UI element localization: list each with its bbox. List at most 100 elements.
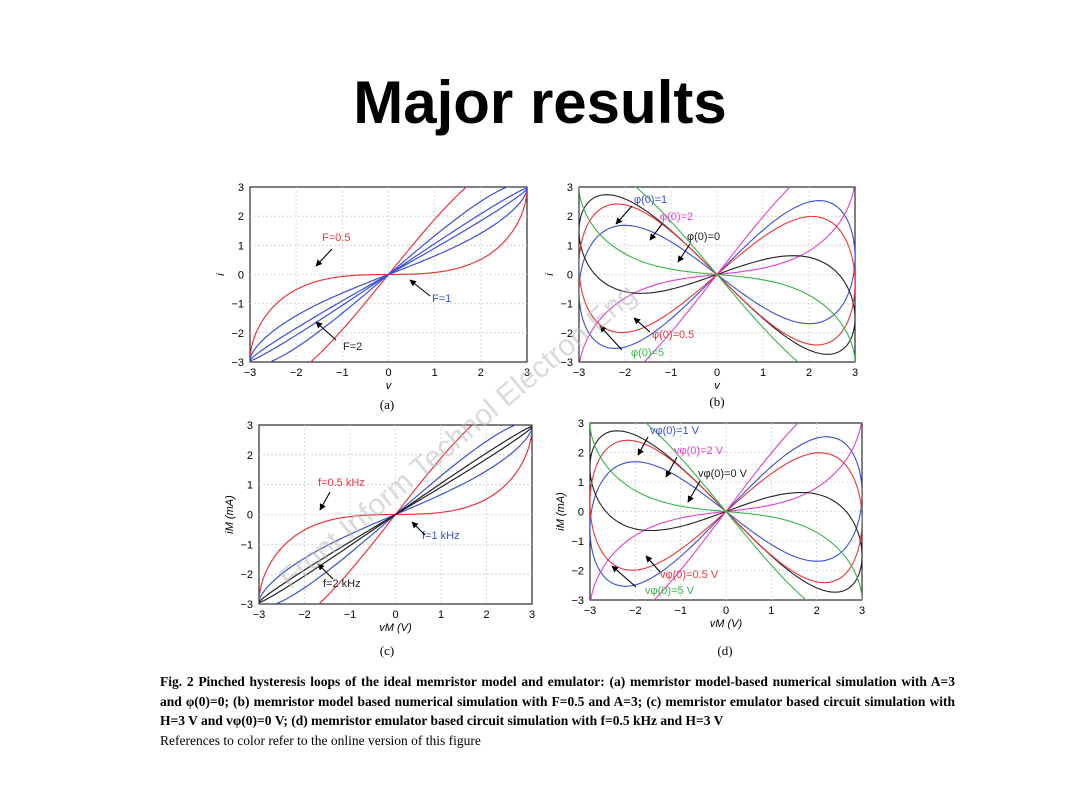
annotation-arrow — [611, 565, 637, 588]
panel-label: (b) — [709, 394, 724, 409]
series-annotation: F=1 — [432, 293, 451, 305]
panel-label: (c) — [380, 643, 394, 658]
x-tick-label: −1 — [665, 367, 678, 379]
panel-label: (d) — [717, 643, 732, 658]
x-tick-label: −2 — [290, 367, 303, 379]
y-axis-label: i — [544, 273, 556, 276]
x-tick-label: 2 — [814, 605, 820, 617]
annotation-arrow — [645, 555, 661, 573]
annotation-arrow — [599, 325, 623, 351]
y-axis-label: iM (mA) — [224, 495, 236, 534]
panel-label: (a) — [380, 397, 394, 412]
series-annotation: vφ(0)=0 V — [698, 468, 748, 480]
x-tick-label: 0 — [385, 367, 391, 379]
y-tick-label: 1 — [578, 477, 584, 489]
x-tick-label: −2 — [298, 609, 311, 621]
y-tick-label: 0 — [578, 507, 584, 519]
chart-panel: −3 −2 −1 0 1 2 3 −3 −2 −1 0 1 2 3 vM (V) iM (mA) (c) f=0.… — [224, 420, 535, 658]
series-annotation: vφ(0)=1 V — [650, 425, 700, 437]
series-group — [259, 425, 532, 604]
caption-main: Fig. 2 Pinched hysteresis loops of the i… — [160, 674, 955, 728]
series-annotation: vφ(0)=2 V — [674, 445, 724, 457]
x-tick-label: 1 — [432, 367, 438, 379]
y-tick-label: 2 — [247, 450, 253, 462]
x-tick-label: 3 — [852, 367, 858, 379]
series-annotation: f=0.5 kHz — [318, 477, 365, 489]
series-group — [579, 187, 855, 362]
x-tick-label: −1 — [344, 609, 357, 621]
x-tick-label: 1 — [438, 609, 444, 621]
series-annotation: F=0.5 — [322, 232, 350, 244]
x-tick-label: 0 — [714, 367, 720, 379]
series-line — [250, 187, 527, 362]
x-tick-label: −1 — [336, 367, 349, 379]
y-tick-label: 3 — [247, 420, 253, 432]
x-tick-label: −2 — [629, 605, 642, 617]
x-tick-label: −3 — [253, 609, 266, 621]
annotation-arrow — [649, 223, 663, 241]
y-tick-label: −3 — [231, 357, 244, 369]
y-tick-label: 3 — [578, 418, 584, 430]
y-tick-label: −2 — [231, 328, 244, 340]
series-annotation: vφ(0)=5 V — [645, 585, 695, 597]
annotation-arrow — [315, 321, 337, 341]
annotation-arrow — [665, 456, 678, 478]
y-tick-label: −1 — [560, 299, 573, 311]
y-tick-label: −1 — [240, 539, 253, 551]
series-line — [259, 426, 532, 603]
figure-caption: Fig. 2 Pinched hysteresis loops of the i… — [160, 672, 955, 750]
chart-panel: −3 −2 −1 0 1 2 3 −3 −2 −1 0 1 2 3 vM (V) iM (mA) (d) vφ(0… — [555, 418, 865, 658]
annotation-arrow — [409, 279, 431, 297]
y-tick-label: 1 — [567, 240, 573, 252]
series-annotation: F=2 — [343, 341, 362, 353]
y-tick-label: −3 — [240, 599, 253, 611]
x-axis-label: v — [386, 380, 393, 392]
x-tick-label: −1 — [674, 605, 687, 617]
series-annotation: f=2 kHz — [323, 578, 361, 590]
series-group — [250, 187, 527, 362]
series-annotation: φ(0)=0 — [687, 231, 720, 243]
x-tick-label: 1 — [760, 367, 766, 379]
y-tick-label: −1 — [571, 536, 584, 548]
y-tick-label: −2 — [571, 566, 584, 578]
x-tick-label: 2 — [806, 367, 812, 379]
annotation-arrow — [687, 480, 701, 503]
chart-panel: −3 −2 −1 0 1 2 3 −3 −2 −1 0 1 2 3 v i (a) F=0.5 F=1 F=2 — [215, 182, 530, 412]
slide-title: Major results — [353, 69, 727, 136]
annotation-arrow — [411, 521, 426, 536]
caption-note: References to color refer to the online … — [160, 732, 481, 748]
y-tick-label: −3 — [560, 357, 573, 369]
figure-panels: −3 −2 −1 0 1 2 3 −3 −2 −1 0 1 2 3 v i (a) F=0.5 F=1 F=2 −3 −2… — [215, 182, 865, 658]
annotation-arrow — [633, 317, 651, 333]
y-tick-label: 3 — [238, 182, 244, 194]
annotation-arrow — [319, 491, 331, 511]
x-tick-label: −3 — [584, 605, 597, 617]
series-annotation: vφ(0)=0.5 V — [660, 569, 719, 581]
series-annotation: φ(0)=5 — [631, 347, 664, 359]
y-tick-label: −3 — [571, 595, 584, 607]
annotation-arrow — [315, 248, 333, 267]
series-line — [579, 187, 855, 362]
x-axis-label: vM (V) — [710, 618, 743, 630]
x-axis-label: vM (V) — [379, 622, 412, 634]
series-annotation: φ(0)=0.5 — [652, 329, 694, 341]
y-tick-label: 2 — [578, 448, 584, 460]
y-tick-label: 1 — [238, 240, 244, 252]
y-tick-label: −2 — [240, 569, 253, 581]
y-tick-label: −2 — [560, 328, 573, 340]
x-axis-label: v — [714, 380, 721, 392]
y-tick-label: 1 — [247, 480, 253, 492]
x-tick-label: −2 — [619, 367, 632, 379]
x-tick-label: −3 — [573, 367, 586, 379]
y-tick-label: 3 — [567, 182, 573, 194]
x-tick-label: 0 — [723, 605, 729, 617]
y-tick-label: 0 — [567, 270, 573, 282]
x-tick-label: 3 — [529, 609, 535, 621]
series-annotation: f=1 kHz — [422, 530, 460, 542]
y-axis-label: i — [215, 273, 227, 276]
y-tick-label: 0 — [247, 510, 253, 522]
x-tick-label: 1 — [768, 605, 774, 617]
y-tick-label: 2 — [238, 211, 244, 223]
x-tick-label: 0 — [392, 609, 398, 621]
y-tick-label: 0 — [238, 270, 244, 282]
